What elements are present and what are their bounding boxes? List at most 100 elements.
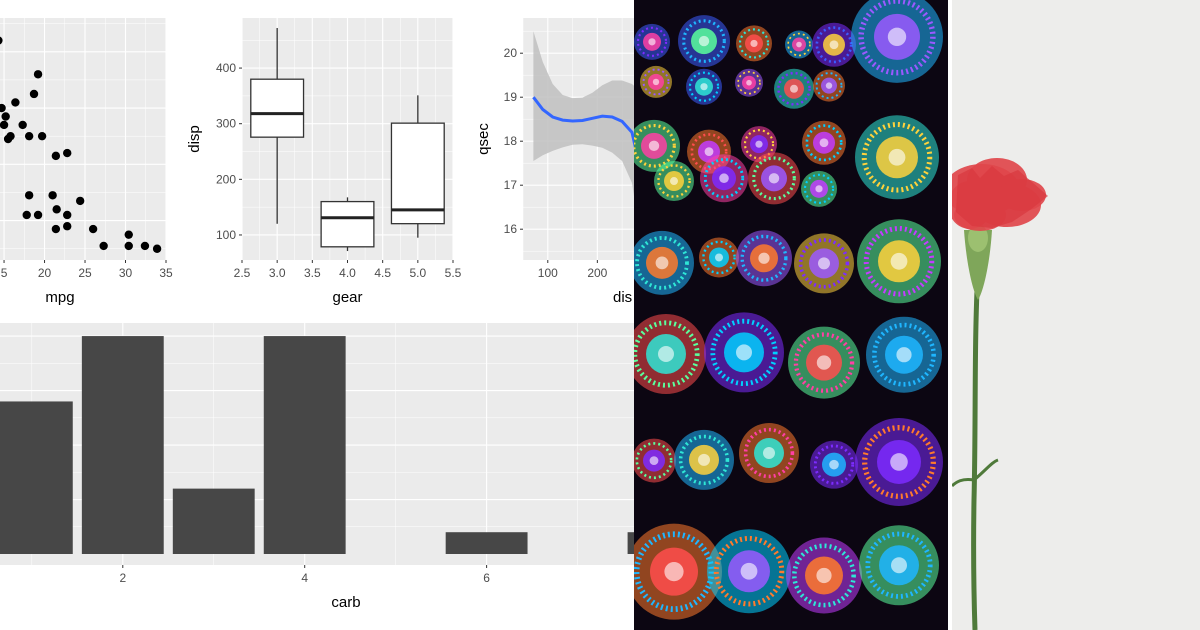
orb-ring: [798, 238, 850, 289]
mandala-orb: [707, 529, 791, 614]
scatter-point: [0, 120, 9, 130]
scatter-point: [33, 70, 43, 79]
mandala-orb: [735, 68, 763, 97]
ggplot-panels: 5 20 25 30 35 mpg 2.5 3.0 3.5 4.0 4.5 5.0 5.5 100 200 3…: [0, 18, 634, 611]
orb-core: [887, 27, 907, 47]
scatter-point: [88, 224, 98, 234]
orb-core: [655, 256, 669, 270]
x-tick-label: 35: [159, 266, 173, 280]
mandala-orb: [810, 440, 858, 489]
scatter-panel: 5 20 25 30 35 mpg: [0, 18, 173, 306]
confidence-ribbon: [533, 31, 634, 197]
orb-core: [796, 41, 802, 48]
orb-ring: [635, 442, 673, 480]
scatter-point: [99, 241, 108, 251]
mandala-orb: [736, 230, 792, 287]
orb-ring: [861, 122, 933, 193]
box-iqr: [390, 122, 445, 225]
box-4: [320, 197, 375, 252]
orb-core: [763, 447, 775, 460]
mandala-orb: [855, 115, 939, 200]
mandala-orb: [699, 237, 739, 278]
orb-core: [704, 147, 714, 157]
scatter-point: [48, 191, 57, 200]
y-tick-label: 18: [504, 134, 518, 148]
mandala-orb: [674, 429, 734, 490]
orb-ring: [688, 71, 720, 102]
x-axis-label: carb: [331, 594, 360, 611]
orb-core: [896, 347, 912, 363]
bar-carb-6: [445, 532, 528, 554]
scatter-point: [124, 230, 133, 239]
orb-core: [664, 562, 684, 582]
scatter-point: [1, 112, 10, 121]
box-iqr: [250, 78, 305, 138]
scatter-point: [140, 241, 150, 251]
orb-core: [890, 252, 908, 270]
panel-background: [0, 18, 166, 260]
orb-core: [698, 35, 710, 47]
box-iqr: [320, 200, 375, 248]
orb-core: [746, 79, 752, 86]
mandala-orb: [686, 68, 722, 105]
x-tick-label: 5: [1, 266, 8, 280]
y-tick-label: 20: [504, 46, 518, 60]
x-axis-label: gear: [332, 289, 362, 306]
orb-core: [829, 459, 839, 470]
orb-ring: [635, 235, 689, 290]
orb-core: [740, 562, 758, 580]
box-3: [250, 28, 305, 224]
x-tick-label: 100: [538, 266, 558, 280]
mandala-orb: [774, 68, 814, 109]
mandala-orb: [812, 22, 856, 67]
scatter-point: [63, 148, 72, 158]
x-tick-label: 6: [483, 571, 490, 585]
leaf-right: [973, 458, 999, 482]
mandala-orb: [634, 23, 670, 60]
x-tick-label: 4.0: [339, 266, 356, 280]
orb-core: [819, 138, 829, 148]
orb-ring: [678, 434, 730, 486]
mandala-orb: [794, 233, 854, 294]
mandala-orb: [634, 230, 694, 295]
orb-core: [648, 38, 656, 46]
calyx-bulb: [968, 224, 988, 252]
mandala-orb: [678, 15, 730, 68]
scatter-point: [3, 134, 13, 144]
scatter-point: [51, 224, 61, 234]
orb-core: [818, 257, 830, 270]
y-tick-label: 200: [216, 172, 236, 186]
mandala-orb: [788, 326, 860, 399]
leaf-left: [952, 478, 975, 488]
orb-core: [816, 567, 832, 584]
scatter-point: [18, 120, 27, 130]
y-tick-label: 19: [504, 90, 518, 104]
orb-core: [698, 453, 710, 466]
mandala-orb: [654, 161, 694, 202]
bar-panel: 2 4 6 carb: [0, 323, 634, 611]
mandala-orb: [748, 152, 800, 205]
orb-core: [890, 453, 908, 471]
mandala-orb: [736, 25, 772, 62]
orb-ring: [815, 26, 853, 64]
orb-core: [715, 253, 723, 262]
x-tick-label: 20: [38, 266, 52, 280]
y-axis-label: qsec: [475, 123, 492, 155]
bar-carb-2: [81, 336, 164, 554]
x-tick-label: 2.5: [234, 266, 251, 280]
orb-core: [758, 252, 770, 264]
boxplot-panel: 2.5 3.0 3.5 4.0 4.5 5.0 5.5 100 200 300 400 gear dis…: [186, 18, 462, 306]
box-5: [390, 95, 445, 238]
x-axis-label: mpg: [45, 289, 74, 306]
x-tick-label: 5.0: [409, 266, 426, 280]
orb-ring: [813, 444, 855, 485]
orb-ring: [636, 26, 668, 57]
orb-ring: [713, 535, 785, 607]
orb-core: [648, 140, 660, 152]
orb-core: [736, 344, 752, 361]
image-divider: [948, 0, 952, 630]
orb-ring: [793, 332, 855, 393]
scatter-point: [124, 241, 133, 251]
orb-ring: [752, 156, 796, 201]
